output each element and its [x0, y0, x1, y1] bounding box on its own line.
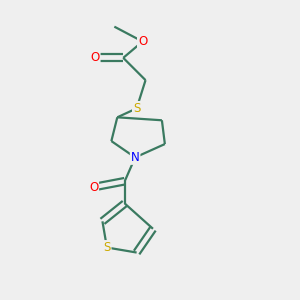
Text: N: N [131, 151, 140, 164]
Text: O: O [90, 51, 100, 64]
Text: O: O [89, 181, 98, 194]
Text: O: O [138, 35, 147, 48]
Text: S: S [133, 102, 140, 115]
Text: S: S [103, 241, 111, 254]
